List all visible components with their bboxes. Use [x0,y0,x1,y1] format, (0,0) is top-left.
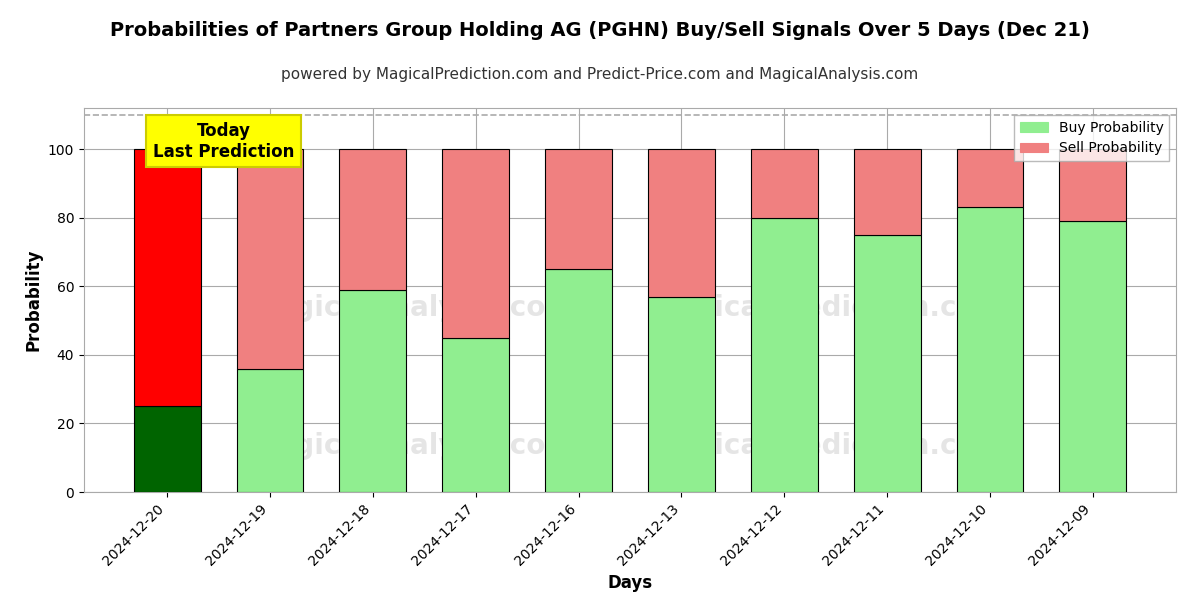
Bar [340,149,407,290]
Bar [236,149,304,368]
Bar [853,235,920,492]
Bar [133,149,200,406]
Bar [1060,221,1127,492]
Text: MagicalPrediction.com: MagicalPrediction.com [648,432,1004,460]
Bar [853,149,920,235]
Text: MagicalAnalysis.com: MagicalAnalysis.com [248,293,575,322]
Bar [648,149,715,296]
Bar [956,149,1024,208]
Text: Probabilities of Partners Group Holding AG (PGHN) Buy/Sell Signals Over 5 Days (: Probabilities of Partners Group Holding … [110,20,1090,40]
Y-axis label: Probability: Probability [24,249,42,351]
Bar [236,368,304,492]
Bar [545,269,612,492]
X-axis label: Days: Days [607,574,653,592]
Legend: Buy Probability, Sell Probability: Buy Probability, Sell Probability [1014,115,1169,161]
Text: Today
Last Prediction: Today Last Prediction [152,122,294,161]
Bar [340,290,407,492]
Bar [751,149,817,218]
Bar [443,338,509,492]
Text: powered by MagicalPrediction.com and Predict-Price.com and MagicalAnalysis.com: powered by MagicalPrediction.com and Pre… [281,67,919,82]
Bar [751,218,817,492]
Bar [1060,149,1127,221]
Bar [648,296,715,492]
Bar [545,149,612,269]
Text: MagicalAnalysis.com: MagicalAnalysis.com [248,432,575,460]
Bar [133,406,200,492]
Bar [956,208,1024,492]
Bar [443,149,509,338]
Text: MagicalPrediction.com: MagicalPrediction.com [648,293,1004,322]
